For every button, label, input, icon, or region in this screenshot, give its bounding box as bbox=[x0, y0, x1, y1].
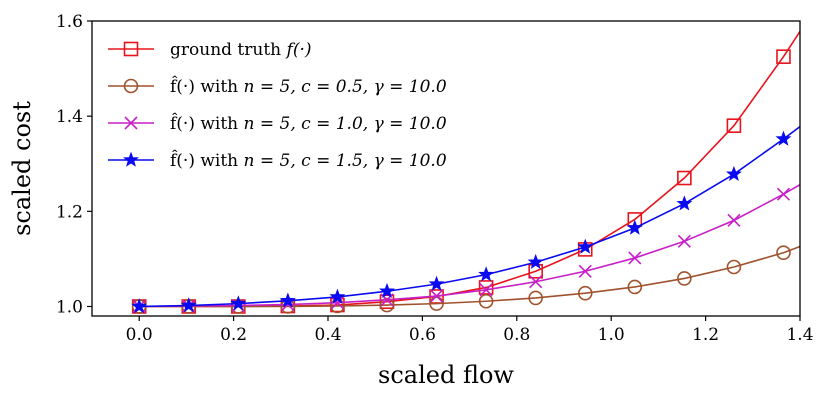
legend-label-prefix: f̂(·) with bbox=[170, 76, 244, 97]
data-point-marker bbox=[628, 251, 642, 265]
legend-marker bbox=[123, 78, 139, 94]
data-point-marker bbox=[677, 234, 691, 248]
legend-label-math: n = 5, c = 1.5, γ = 10.0 bbox=[244, 151, 447, 171]
x-tick-label: 0.4 bbox=[314, 325, 341, 345]
data-point-marker bbox=[677, 271, 692, 286]
data-point-marker bbox=[330, 296, 345, 310]
data-point-marker bbox=[578, 264, 592, 278]
data-point-marker bbox=[775, 130, 792, 146]
data-point-marker bbox=[726, 259, 742, 275]
series-layer bbox=[131, 31, 801, 314]
y-tick-label: 1.0 bbox=[56, 297, 83, 317]
legend-label-math: f(·) bbox=[285, 40, 312, 60]
legend-label: ground truth f(·) bbox=[170, 40, 312, 60]
data-point-marker bbox=[677, 170, 692, 186]
y-tick-label: 1.4 bbox=[56, 107, 83, 127]
data-point-marker bbox=[727, 213, 741, 227]
legend-marker bbox=[123, 151, 139, 167]
legend-label-prefix: f̂(·) with bbox=[170, 150, 244, 171]
plot-area bbox=[92, 21, 800, 316]
plot-frame bbox=[91, 20, 801, 317]
data-point-marker bbox=[776, 245, 791, 261]
data-point-marker bbox=[428, 275, 445, 291]
data-point-marker bbox=[676, 195, 693, 211]
legend-label-prefix: f̂(·) with bbox=[170, 113, 244, 134]
x-axis: 0.0 0.2 0.4 0.6 0.8 1.0 1.2 1.4 bbox=[126, 316, 814, 345]
data-point-marker bbox=[528, 290, 543, 306]
data-point-marker bbox=[131, 298, 148, 314]
x-tick-label: 0.0 bbox=[126, 325, 153, 345]
data-point-marker bbox=[776, 187, 791, 201]
y-tick-label: 1.6 bbox=[56, 12, 83, 32]
data-point-marker bbox=[180, 297, 197, 313]
data-point-marker bbox=[478, 293, 494, 309]
y-axis: 1.0 1.2 1.4 1.6 bbox=[56, 12, 92, 317]
y-axis-title: scaled cost bbox=[8, 101, 36, 236]
data-point-marker bbox=[279, 292, 296, 308]
x-tick-label: 0.2 bbox=[220, 325, 247, 345]
x-tick-label: 0.8 bbox=[503, 325, 530, 345]
legend-marker bbox=[123, 41, 139, 57]
data-point-marker bbox=[529, 275, 543, 289]
legend-entry: ground truth f(·) bbox=[108, 40, 312, 60]
x-tick-label: 1.0 bbox=[598, 325, 625, 345]
data-point-marker bbox=[329, 288, 346, 304]
data-point-marker bbox=[527, 253, 544, 269]
series-3 bbox=[131, 125, 801, 314]
data-point-marker bbox=[379, 282, 395, 299]
legend-entry: f̂(·) with n = 5, c = 1.5, γ = 10.0 bbox=[108, 150, 447, 171]
data-point-marker bbox=[429, 289, 444, 303]
data-point-marker bbox=[230, 295, 247, 311]
legend: ground truth f(·) f̂(·) with n = 5, c = 0… bbox=[108, 40, 447, 171]
legend-label-math: n = 5, c = 0.5, γ = 10.0 bbox=[244, 77, 447, 97]
legend-label-math: n = 5, c = 1.0, γ = 10.0 bbox=[244, 114, 447, 134]
legend-marker bbox=[124, 116, 138, 130]
data-point-marker bbox=[725, 165, 742, 181]
x-tick-label: 0.6 bbox=[409, 325, 436, 345]
x-axis-title: scaled flow bbox=[378, 361, 514, 389]
legend-label-prefix: ground truth bbox=[170, 40, 287, 60]
data-point-marker bbox=[776, 49, 791, 64]
x-tick-label: 1.2 bbox=[692, 325, 719, 345]
data-point-marker bbox=[478, 266, 495, 282]
data-point-marker bbox=[577, 238, 594, 254]
data-point-marker bbox=[379, 294, 395, 310]
legend-label: f̂(·) with n = 5, c = 1.0, γ = 10.0 bbox=[170, 113, 447, 134]
legend-label: f̂(·) with n = 5, c = 1.5, γ = 10.0 bbox=[170, 150, 447, 171]
legend-entry: f̂(·) with n = 5, c = 1.0, γ = 10.0 bbox=[108, 113, 447, 134]
series-line bbox=[139, 245, 801, 308]
legend-label: f̂(·) with n = 5, c = 0.5, γ = 10.0 bbox=[170, 76, 447, 97]
y-tick-label: 1.2 bbox=[56, 202, 83, 222]
x-tick-label: 1.4 bbox=[786, 325, 813, 345]
data-point-marker bbox=[479, 283, 493, 297]
data-point-marker bbox=[379, 297, 395, 313]
data-point-marker bbox=[726, 118, 742, 133]
legend-entry: f̂(·) with n = 5, c = 0.5, γ = 10.0 bbox=[108, 76, 447, 97]
data-point-marker bbox=[627, 279, 643, 295]
data-point-marker bbox=[626, 219, 643, 235]
data-point-marker bbox=[577, 285, 593, 301]
